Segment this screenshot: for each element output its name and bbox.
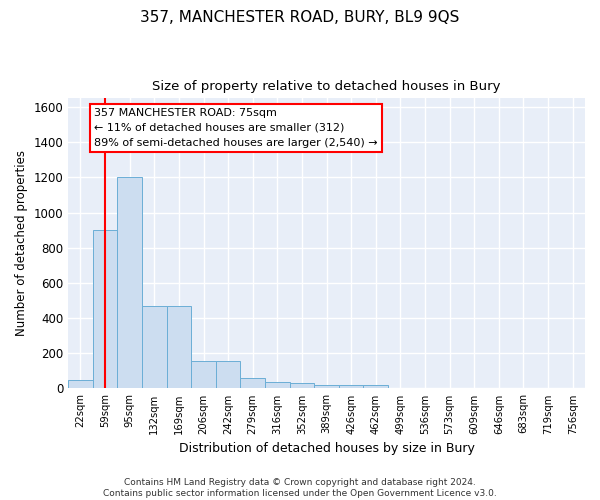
Text: 357 MANCHESTER ROAD: 75sqm
← 11% of detached houses are smaller (312)
89% of sem: 357 MANCHESTER ROAD: 75sqm ← 11% of deta… <box>94 108 377 148</box>
Bar <box>339 385 364 388</box>
Bar <box>191 361 216 388</box>
Bar <box>142 306 167 388</box>
Title: Size of property relative to detached houses in Bury: Size of property relative to detached ho… <box>152 80 501 93</box>
Text: 357, MANCHESTER ROAD, BURY, BL9 9QS: 357, MANCHESTER ROAD, BURY, BL9 9QS <box>140 10 460 25</box>
Bar <box>118 178 142 388</box>
X-axis label: Distribution of detached houses by size in Bury: Distribution of detached houses by size … <box>179 442 475 455</box>
Bar <box>290 383 314 388</box>
Bar <box>167 306 191 388</box>
Bar <box>93 230 118 388</box>
Bar <box>364 385 388 388</box>
Bar <box>265 382 290 388</box>
Text: Contains HM Land Registry data © Crown copyright and database right 2024.
Contai: Contains HM Land Registry data © Crown c… <box>103 478 497 498</box>
Bar <box>314 385 339 388</box>
Bar <box>68 380 93 388</box>
Bar <box>216 361 241 388</box>
Bar <box>241 378 265 388</box>
Y-axis label: Number of detached properties: Number of detached properties <box>15 150 28 336</box>
